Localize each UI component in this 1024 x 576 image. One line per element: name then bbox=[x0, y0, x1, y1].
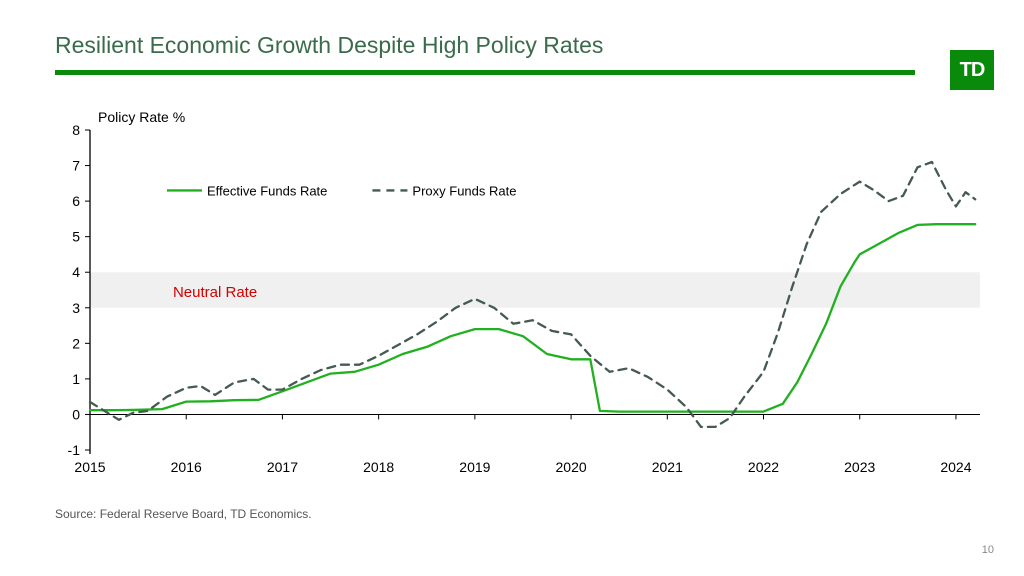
y-tick-label: 3 bbox=[72, 300, 80, 316]
x-tick-label: 2020 bbox=[556, 459, 587, 475]
legend-label: Proxy Funds Rate bbox=[412, 183, 516, 198]
y-tick-label: 4 bbox=[72, 264, 80, 280]
policy-rate-chart: Neutral Rate -1 0 1 2 3 4 5 6 7 8 2015 2016 2017 2018 2… bbox=[40, 105, 990, 485]
x-tick-label: 2024 bbox=[940, 459, 971, 475]
x-tick-label: 2016 bbox=[171, 459, 202, 475]
title-rule bbox=[55, 70, 915, 75]
y-tick-label: -1 bbox=[68, 442, 81, 458]
x-tick-label: 2019 bbox=[459, 459, 490, 475]
y-tick-label: 6 bbox=[72, 193, 80, 209]
page-number: 10 bbox=[982, 544, 994, 556]
source-note: Source: Federal Reserve Board, TD Econom… bbox=[55, 507, 312, 521]
y-tick-label: 5 bbox=[72, 229, 80, 245]
series-line bbox=[90, 224, 975, 411]
slide: Resilient Economic Growth Despite High P… bbox=[0, 0, 1024, 576]
x-tick-label: 2021 bbox=[652, 459, 683, 475]
legend-label: Effective Funds Rate bbox=[207, 183, 327, 198]
td-logo: TD bbox=[950, 50, 994, 90]
x-tick-label: 2018 bbox=[363, 459, 394, 475]
x-tick-label: 2017 bbox=[267, 459, 298, 475]
x-tick-label: 2023 bbox=[844, 459, 875, 475]
x-tick-label: 2022 bbox=[748, 459, 779, 475]
x-tick-label: 2015 bbox=[74, 459, 105, 475]
y-tick-label: 7 bbox=[72, 158, 80, 174]
y-tick-label: 0 bbox=[72, 406, 80, 422]
neutral-rate-label: Neutral Rate bbox=[173, 284, 257, 301]
y-tick-label: 8 bbox=[72, 122, 80, 138]
y-tick-label: 2 bbox=[72, 335, 80, 351]
y-axis-title: Policy Rate % bbox=[98, 109, 185, 125]
td-logo-text: TD bbox=[960, 59, 985, 82]
slide-title: Resilient Economic Growth Despite High P… bbox=[55, 32, 603, 59]
y-tick-label: 1 bbox=[72, 371, 80, 387]
